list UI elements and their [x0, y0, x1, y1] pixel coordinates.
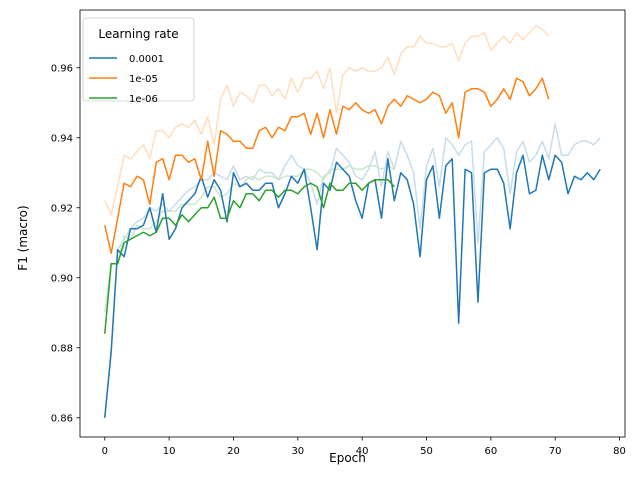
- smoothed-series-group: [104, 25, 601, 418]
- y-tick-label: 0.86: [51, 413, 73, 424]
- y-tick-label: 0.96: [51, 63, 73, 74]
- x-tick-label: 50: [420, 446, 433, 457]
- smoothed-line-1e-05: [104, 25, 550, 216]
- legend-title: Learning rate: [98, 27, 178, 41]
- x-tick-label: 0: [102, 446, 108, 457]
- y-tick-label: 0.92: [51, 203, 73, 214]
- x-tick-label: 40: [356, 446, 369, 457]
- x-tick-label: 10: [163, 446, 176, 457]
- series-line-1e-05: [104, 77, 550, 254]
- y-tick-label: 0.88: [51, 343, 73, 354]
- y-axis-ticks: 0.86 0.88 0.90 0.92 0.94 0.96: [51, 63, 80, 424]
- legend-entries: 0.0001 1e-05 1e-06: [89, 54, 164, 105]
- y-axis-label: F1 (macro): [16, 205, 30, 270]
- axes-frame: [79, 9, 626, 438]
- y-tick-label: 0.94: [51, 133, 73, 144]
- x-tick-label: 60: [484, 446, 497, 457]
- smoothed-line-0-0001: [104, 123, 601, 418]
- legend-label-0-0001: 0.0001: [129, 54, 164, 65]
- x-tick-label: 70: [549, 446, 562, 457]
- legend-label-1e-06: 1e-06: [129, 94, 158, 105]
- x-tick-label: 20: [227, 446, 240, 457]
- y-tick-label: 0.90: [51, 273, 73, 284]
- legend-label-1e-05: 1e-05: [129, 74, 158, 85]
- smoothed-line-1e-06: [104, 165, 395, 313]
- series-line-1e-06: [104, 179, 395, 334]
- series-line-0-0001: [104, 154, 601, 418]
- series-group: [104, 77, 601, 418]
- x-axis-ticks: 0 10 20 30 40 50 60 70 80: [102, 437, 626, 457]
- x-tick-label: 80: [613, 446, 626, 457]
- x-axis-label: Epoch: [329, 451, 366, 465]
- x-tick-label: 30: [291, 446, 304, 457]
- legend-box: [82, 17, 195, 102]
- legend: Learning rate 0.0001 1e-05 1e-06: [82, 17, 195, 105]
